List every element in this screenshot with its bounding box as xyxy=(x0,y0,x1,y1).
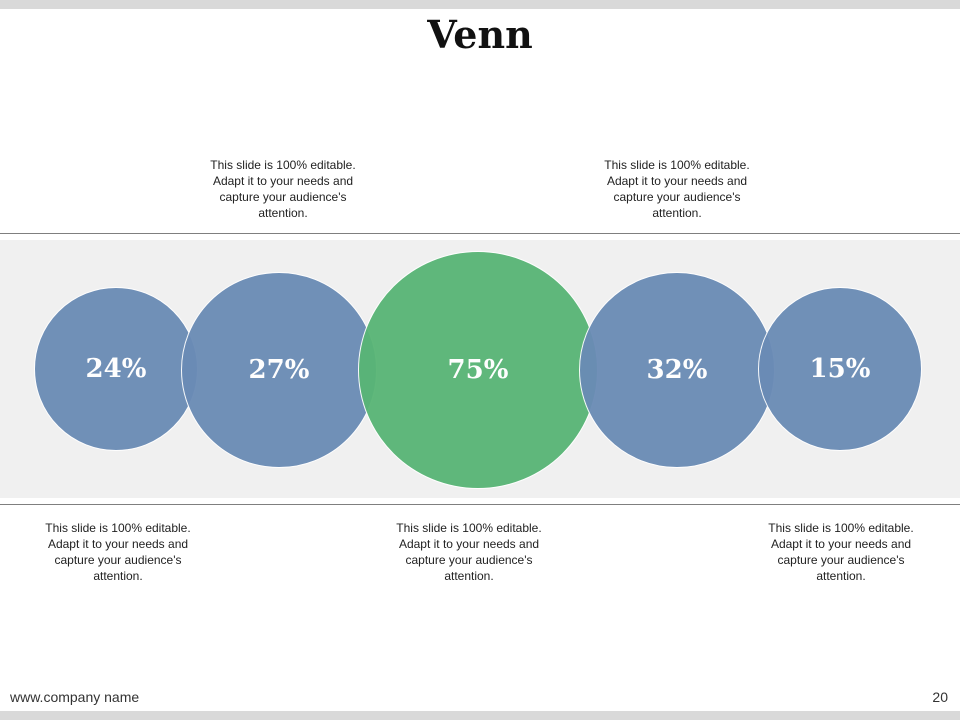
caption-bottom-center: This slide is 100% editable. Adapt it to… xyxy=(396,521,542,583)
venn-circle-5: 15% xyxy=(758,287,922,451)
footer-company-url: www.company name xyxy=(10,689,140,705)
caption-bottom-right: This slide is 100% editable. Adapt it to… xyxy=(768,521,914,583)
caption-bottom-left: This slide is 100% editable. Adapt it to… xyxy=(45,521,191,583)
venn-circle-3: 75% xyxy=(358,251,598,489)
venn-circle-1: 24% xyxy=(34,287,198,451)
caption-top-left: This slide is 100% editable. Adapt it to… xyxy=(210,158,356,220)
top-accent-bar xyxy=(0,0,960,9)
divider-top xyxy=(0,233,960,234)
page-number: 20 xyxy=(932,689,948,705)
slide-title: Venn xyxy=(427,12,533,57)
venn-value-5: 15% xyxy=(809,354,871,384)
venn-circle-2: 27% xyxy=(181,272,377,468)
venn-circle-4: 32% xyxy=(579,272,775,468)
venn-value-4: 32% xyxy=(646,355,708,385)
venn-value-1: 24% xyxy=(85,354,147,384)
divider-bottom xyxy=(0,504,960,505)
caption-top-right: This slide is 100% editable. Adapt it to… xyxy=(604,158,750,220)
venn-value-2: 27% xyxy=(248,355,310,385)
bottom-accent-bar xyxy=(0,711,960,720)
venn-value-3: 75% xyxy=(447,355,509,385)
